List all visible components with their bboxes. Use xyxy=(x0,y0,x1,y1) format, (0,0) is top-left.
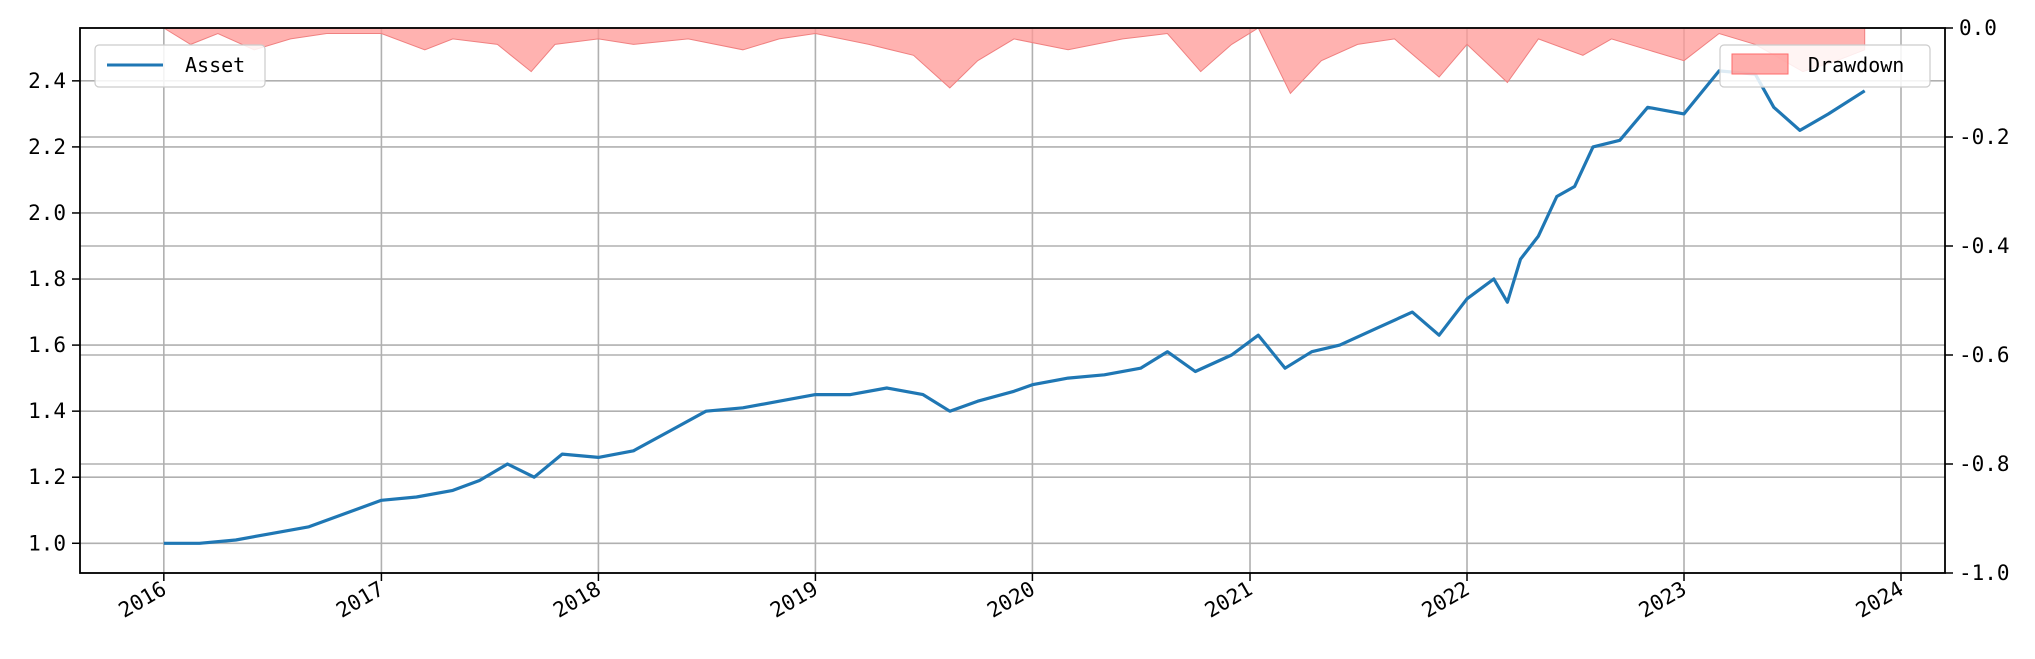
legend-right: Drawdown xyxy=(1719,44,1931,88)
y-left-tick-label-4: 1.8 xyxy=(28,267,66,291)
x-tick-label-3: 2019 xyxy=(766,577,822,623)
x-tick-label-1: 2017 xyxy=(332,577,388,623)
drawdown-area-layer xyxy=(162,27,1866,95)
asset-line xyxy=(163,69,1866,545)
y-right-tick-label-5: -1.0 xyxy=(1959,561,2010,585)
y-right-tick-label-2: -0.4 xyxy=(1959,234,2010,258)
x-tick-label-0: 2016 xyxy=(115,577,171,623)
y-right-tick-label-4: -0.8 xyxy=(1959,452,2010,476)
y-left-tick-label-5: 2.0 xyxy=(28,201,66,225)
legend-asset-label: Asset xyxy=(185,53,245,77)
x-tick-label-8: 2024 xyxy=(1852,577,1908,623)
y-left-tick-label-6: 2.2 xyxy=(28,135,66,159)
x-tick-label-6: 2022 xyxy=(1418,577,1474,623)
axes xyxy=(72,27,1953,581)
y-left-tick-label-3: 1.6 xyxy=(28,333,66,357)
plot-frame xyxy=(79,27,1946,574)
y-left-tick-label-0: 1.0 xyxy=(28,531,66,555)
legend-drawdown-swatch xyxy=(1731,53,1789,75)
y-left-tick-label-2: 1.4 xyxy=(28,399,66,423)
tick-labels: 2016 2017 2018 2019 2020 2021 2022 2023 2024 1.0 1… xyxy=(28,16,2010,623)
drawdown-area xyxy=(162,27,1866,95)
legend-left: Asset xyxy=(94,44,266,88)
y-right-tick-label-3: -0.6 xyxy=(1959,343,2010,367)
legend-drawdown-label: Drawdown xyxy=(1808,53,1904,77)
y-right-tick-label-1: -0.2 xyxy=(1959,125,2010,149)
asset-line-layer xyxy=(163,69,1866,545)
y-left-tick-label-1: 1.2 xyxy=(28,465,66,489)
x-tick-label-4: 2020 xyxy=(983,577,1039,623)
y-right-tick-label-0: 0.0 xyxy=(1959,16,1997,40)
x-tick-label-7: 2023 xyxy=(1635,577,1691,623)
x-tick-label-2: 2018 xyxy=(549,577,605,623)
y-left-tick-label-7: 2.4 xyxy=(28,69,66,93)
x-tick-label-5: 2021 xyxy=(1201,577,1257,623)
legend-left-box xyxy=(94,44,266,88)
